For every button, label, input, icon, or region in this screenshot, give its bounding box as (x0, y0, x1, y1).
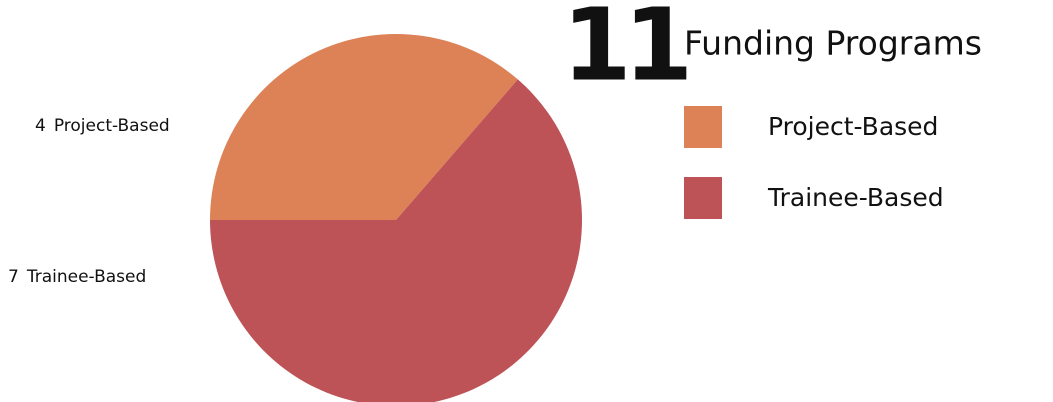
legend-swatch (684, 106, 722, 148)
slice-category-label: Trainee-Based (26, 267, 146, 287)
chart-title: Funding Programs (684, 24, 982, 63)
legend-label: Trainee-Based (767, 183, 944, 212)
total: 11 (562, 0, 687, 103)
pie-slice (210, 79, 582, 402)
slice-value-label: 4 (35, 116, 46, 136)
pie-slice (210, 34, 518, 220)
legend-swatch (684, 177, 722, 219)
legend-label: Project-Based (768, 112, 938, 141)
slice-category-label: Project-Based (54, 116, 170, 136)
slice-value-label: 7 (8, 267, 19, 287)
